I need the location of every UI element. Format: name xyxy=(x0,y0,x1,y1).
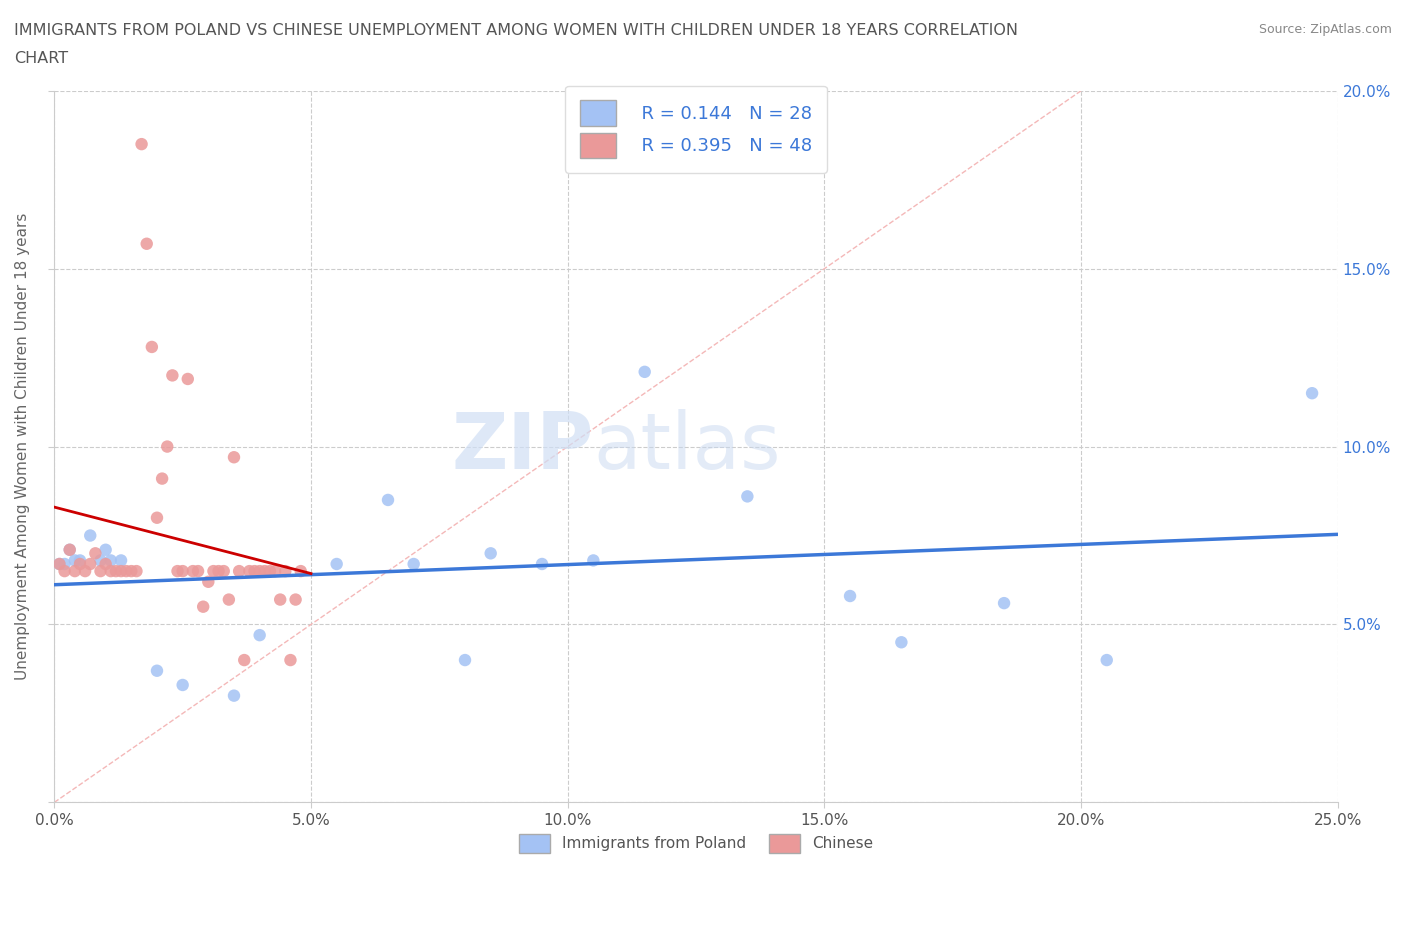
Point xyxy=(125,564,148,578)
Point xyxy=(48,556,70,571)
Point xyxy=(59,542,82,557)
Point xyxy=(233,653,256,668)
Point xyxy=(100,564,122,578)
Point xyxy=(146,663,169,678)
Point xyxy=(104,564,127,578)
Point xyxy=(582,553,605,568)
Point xyxy=(94,542,117,557)
Point xyxy=(53,556,76,571)
Point xyxy=(253,564,276,578)
Point xyxy=(222,450,245,465)
Point xyxy=(839,589,862,604)
Text: IMMIGRANTS FROM POLAND VS CHINESE UNEMPLOYMENT AMONG WOMEN WITH CHILDREN UNDER 1: IMMIGRANTS FROM POLAND VS CHINESE UNEMPL… xyxy=(14,23,1018,38)
Point xyxy=(249,628,271,643)
Point xyxy=(228,564,250,578)
Text: CHART: CHART xyxy=(14,51,67,66)
Point xyxy=(222,688,245,703)
Point xyxy=(454,653,477,668)
Point xyxy=(63,553,86,568)
Point xyxy=(187,564,209,578)
Point xyxy=(172,678,194,693)
Point xyxy=(146,511,169,525)
Point xyxy=(150,472,173,486)
Point xyxy=(162,368,184,383)
Legend: Immigrants from Poland, Chinese: Immigrants from Poland, Chinese xyxy=(513,828,879,858)
Point xyxy=(84,546,107,561)
Point xyxy=(120,564,142,578)
Point xyxy=(325,556,347,571)
Point xyxy=(402,556,425,571)
Point xyxy=(59,542,82,557)
Point xyxy=(177,371,200,386)
Point xyxy=(207,564,229,578)
Text: atlas: atlas xyxy=(593,408,780,485)
Point xyxy=(1095,653,1118,668)
Point xyxy=(172,564,194,578)
Point xyxy=(166,564,188,578)
Point xyxy=(89,553,111,568)
Point xyxy=(197,575,219,590)
Y-axis label: Unemployment Among Women with Children Under 18 years: Unemployment Among Women with Children U… xyxy=(15,213,30,680)
Point xyxy=(100,553,122,568)
Point xyxy=(141,339,163,354)
Point xyxy=(79,528,101,543)
Point xyxy=(135,236,157,251)
Point xyxy=(274,564,297,578)
Point xyxy=(634,365,657,379)
Point xyxy=(212,564,235,578)
Point xyxy=(264,564,287,578)
Point xyxy=(202,564,225,578)
Point xyxy=(131,137,153,152)
Point xyxy=(280,653,302,668)
Point xyxy=(63,564,86,578)
Point xyxy=(890,635,912,650)
Point xyxy=(1301,386,1323,401)
Point xyxy=(69,556,91,571)
Point xyxy=(115,564,138,578)
Point xyxy=(89,564,111,578)
Point xyxy=(377,493,399,508)
Point xyxy=(110,553,132,568)
Point xyxy=(238,564,260,578)
Point xyxy=(284,592,307,607)
Point xyxy=(243,564,266,578)
Point xyxy=(259,564,281,578)
Point xyxy=(737,489,759,504)
Point xyxy=(79,556,101,571)
Point xyxy=(218,592,240,607)
Point xyxy=(531,556,554,571)
Point xyxy=(94,556,117,571)
Point xyxy=(479,546,502,561)
Point xyxy=(181,564,204,578)
Point xyxy=(993,596,1015,611)
Point xyxy=(269,592,291,607)
Point xyxy=(48,556,70,571)
Text: ZIP: ZIP xyxy=(451,408,593,485)
Point xyxy=(249,564,271,578)
Point xyxy=(69,553,91,568)
Point xyxy=(290,564,312,578)
Point xyxy=(156,439,179,454)
Point xyxy=(110,564,132,578)
Point xyxy=(75,564,97,578)
Point xyxy=(53,564,76,578)
Point xyxy=(193,599,215,614)
Text: Source: ZipAtlas.com: Source: ZipAtlas.com xyxy=(1258,23,1392,36)
